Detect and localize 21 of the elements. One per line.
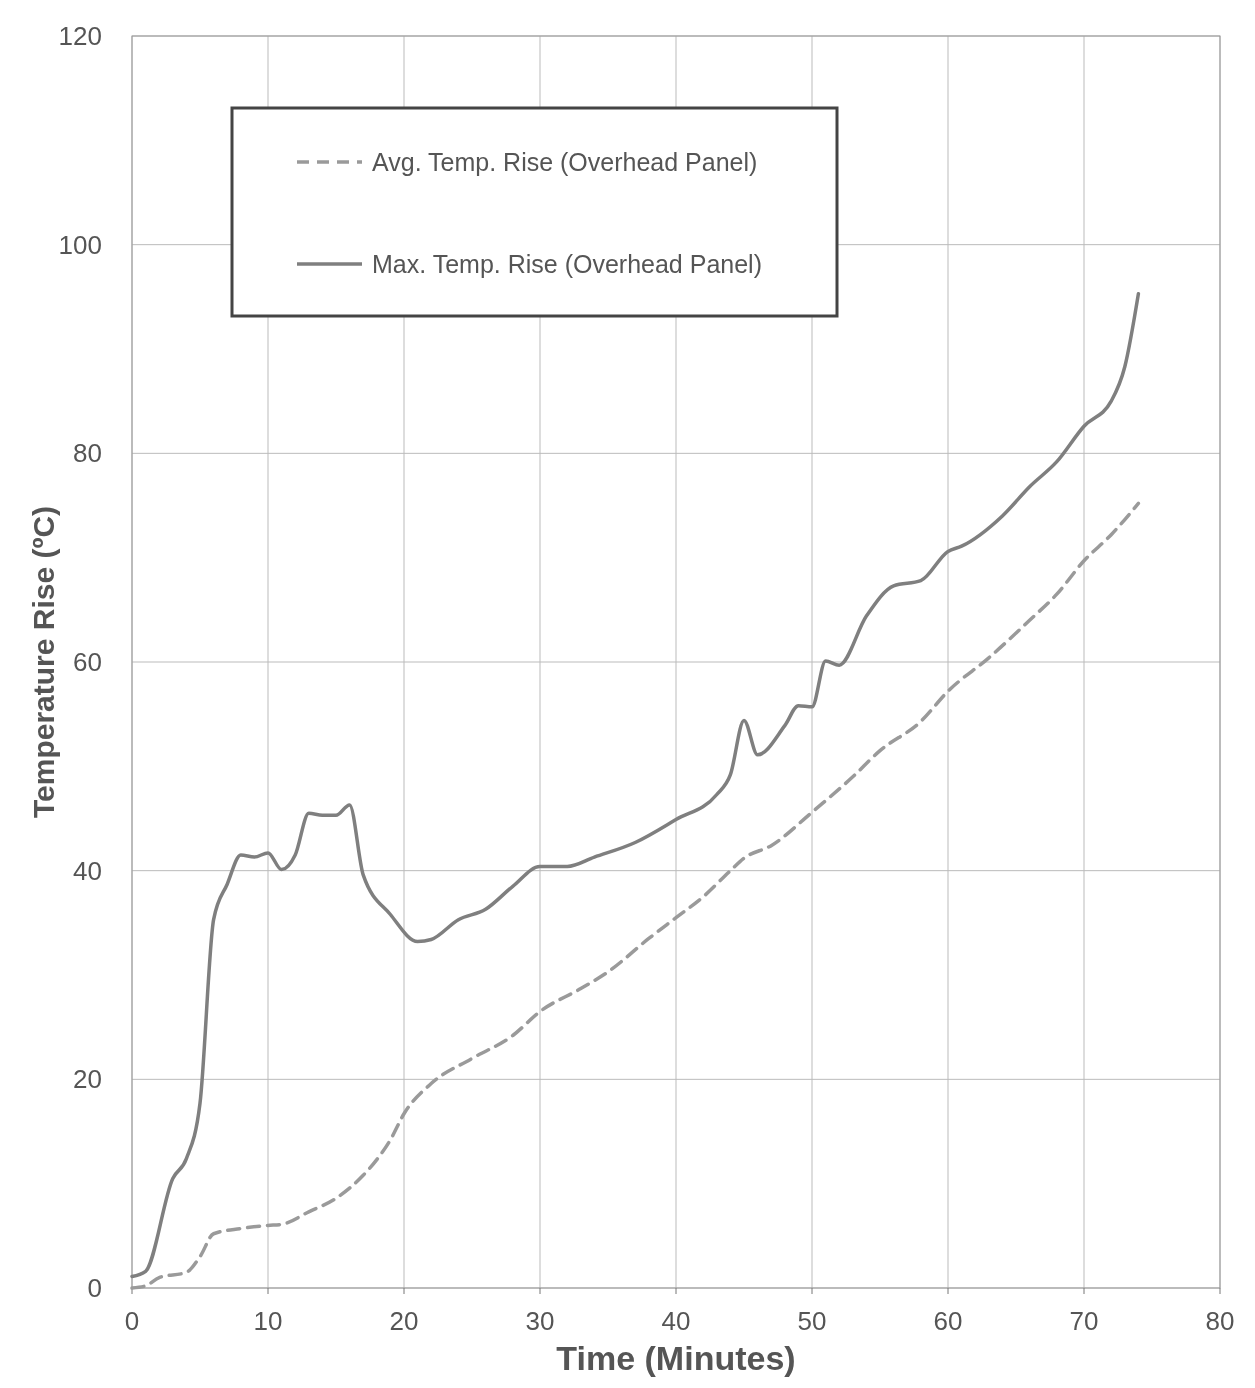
y-tick-label: 40 (73, 855, 102, 886)
x-tick-label: 70 (1069, 1306, 1099, 1336)
line-series (130, 291, 1141, 1279)
x-tick-label: 10 (253, 1306, 283, 1336)
y-tick-label: 120 (58, 21, 102, 51)
y-tick-label: 20 (73, 1064, 102, 1095)
legend-label: Max. Temp. Rise (Overhead Panel) (372, 250, 762, 278)
x-tick-label: 30 (525, 1306, 555, 1336)
x-tick-label: 40 (661, 1306, 691, 1336)
x-tick-label: 0 (124, 1306, 140, 1336)
x-tick-label: 60 (933, 1306, 963, 1336)
x-tick-label: 50 (797, 1306, 827, 1336)
y-tick-label: 100 (58, 229, 102, 260)
legend-label: Avg. Temp. Rise (Overhead Panel) (372, 148, 758, 176)
y-tick-label: 80 (73, 438, 102, 469)
x-tick-label: 20 (389, 1306, 419, 1336)
y-tick-label: 0 (87, 1273, 102, 1303)
x-tick-label: 80 (1205, 1306, 1235, 1336)
y-tick-label: 60 (73, 647, 102, 677)
y-axis-title: Temperature Rise (ºC) (27, 505, 60, 819)
x-axis-title: Time (Minutes) (556, 1339, 796, 1377)
